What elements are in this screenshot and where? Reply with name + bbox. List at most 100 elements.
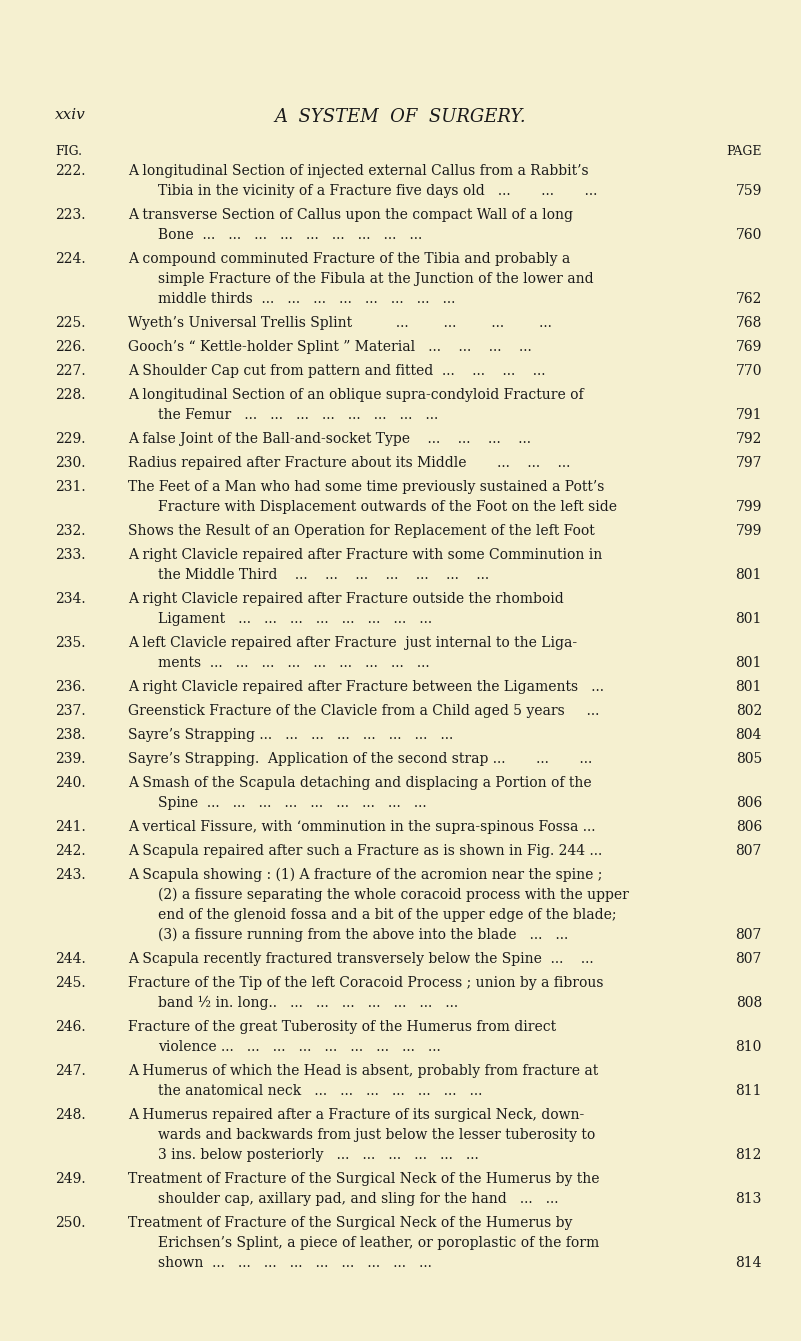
Text: 806: 806 — [736, 819, 762, 834]
Text: 768: 768 — [735, 316, 762, 330]
Text: 230.: 230. — [55, 456, 86, 469]
Text: 762: 762 — [735, 292, 762, 306]
Text: 245.: 245. — [55, 976, 86, 990]
Text: 246.: 246. — [55, 1021, 86, 1034]
Text: 223.: 223. — [55, 208, 86, 223]
Text: 247.: 247. — [55, 1063, 86, 1078]
Text: the Femur   ...   ...   ...   ...   ...   ...   ...   ...: the Femur ... ... ... ... ... ... ... ..… — [158, 408, 438, 422]
Text: violence ...   ...   ...   ...   ...   ...   ...   ...   ...: violence ... ... ... ... ... ... ... ...… — [158, 1041, 441, 1054]
Text: 801: 801 — [735, 611, 762, 626]
Text: 791: 791 — [735, 408, 762, 422]
Text: 805: 805 — [736, 752, 762, 766]
Text: middle thirds  ...   ...   ...   ...   ...   ...   ...   ...: middle thirds ... ... ... ... ... ... ..… — [158, 292, 456, 306]
Text: The Feet of a Man who had some time previously sustained a Pott’s: The Feet of a Man who had some time prev… — [128, 480, 605, 493]
Text: 227.: 227. — [55, 363, 86, 378]
Text: Spine  ...   ...   ...   ...   ...   ...   ...   ...   ...: Spine ... ... ... ... ... ... ... ... ..… — [158, 797, 427, 810]
Text: 234.: 234. — [55, 591, 86, 606]
Text: 244.: 244. — [55, 952, 86, 966]
Text: 799: 799 — [735, 500, 762, 514]
Text: A longitudinal Section of an oblique supra-condyloid Fracture of: A longitudinal Section of an oblique sup… — [128, 388, 584, 402]
Text: 248.: 248. — [55, 1108, 86, 1122]
Text: Fracture of the Tip of the left Coracoid Process ; union by a fibrous: Fracture of the Tip of the left Coracoid… — [128, 976, 603, 990]
Text: 810: 810 — [735, 1041, 762, 1054]
Text: A longitudinal Section of injected external Callus from a Rabbit’s: A longitudinal Section of injected exter… — [128, 164, 589, 178]
Text: 225.: 225. — [55, 316, 86, 330]
Text: A false Joint of the Ball-and-socket Type    ...    ...    ...    ...: A false Joint of the Ball-and-socket Typ… — [128, 432, 531, 447]
Text: FIG.: FIG. — [55, 145, 82, 158]
Text: Greenstick Fracture of the Clavicle from a Child aged 5 years     ...: Greenstick Fracture of the Clavicle from… — [128, 704, 599, 717]
Text: Wyeth’s Universal Trellis Splint          ...        ...        ...        ...: Wyeth’s Universal Trellis Splint ... ...… — [128, 316, 552, 330]
Text: 238.: 238. — [55, 728, 86, 742]
Text: A vertical Fissure, with ‘omminution in the supra-spinous Fossa ...: A vertical Fissure, with ‘omminution in … — [128, 819, 595, 834]
Text: Gooch’s “ Kettle-holder Splint ” Material   ...    ...    ...    ...: Gooch’s “ Kettle-holder Splint ” Materia… — [128, 341, 532, 354]
Text: 806: 806 — [736, 797, 762, 810]
Text: 807: 807 — [735, 952, 762, 966]
Text: 235.: 235. — [55, 636, 86, 650]
Text: 222.: 222. — [55, 164, 86, 178]
Text: A Smash of the Scapula detaching and displacing a Portion of the: A Smash of the Scapula detaching and dis… — [128, 776, 592, 790]
Text: 229.: 229. — [55, 432, 86, 447]
Text: A Scapula recently fractured transversely below the Spine  ...    ...: A Scapula recently fractured transversel… — [128, 952, 594, 966]
Text: 801: 801 — [735, 656, 762, 670]
Text: 243.: 243. — [55, 868, 86, 882]
Text: PAGE: PAGE — [727, 145, 762, 158]
Text: 242.: 242. — [55, 843, 86, 858]
Text: 236.: 236. — [55, 680, 86, 695]
Text: Ligament   ...   ...   ...   ...   ...   ...   ...   ...: Ligament ... ... ... ... ... ... ... ... — [158, 611, 432, 626]
Text: wards and backwards from just below the lesser tuberosity to: wards and backwards from just below the … — [158, 1128, 595, 1143]
Text: 233.: 233. — [55, 548, 86, 562]
Text: 804: 804 — [735, 728, 762, 742]
Text: simple Fracture of the Fibula at the Junction of the lower and: simple Fracture of the Fibula at the Jun… — [158, 272, 594, 286]
Text: end of the glenoid fossa and a bit of the upper edge of the blade;: end of the glenoid fossa and a bit of th… — [158, 908, 617, 923]
Text: Tibia in the vicinity of a Fracture five days old   ...       ...       ...: Tibia in the vicinity of a Fracture five… — [158, 184, 598, 198]
Text: 226.: 226. — [55, 341, 86, 354]
Text: 249.: 249. — [55, 1172, 86, 1185]
Text: ments  ...   ...   ...   ...   ...   ...   ...   ...   ...: ments ... ... ... ... ... ... ... ... ..… — [158, 656, 429, 670]
Text: A  SYSTEM  OF  SURGERY.: A SYSTEM OF SURGERY. — [275, 109, 526, 126]
Text: A Scapula showing : (1) A fracture of the acromion near the spine ;: A Scapula showing : (1) A fracture of th… — [128, 868, 602, 882]
Text: 807: 807 — [735, 928, 762, 941]
Text: 239.: 239. — [55, 752, 86, 766]
Text: 813: 813 — [735, 1192, 762, 1206]
Text: (2) a fissure separating the whole coracoid process with the upper: (2) a fissure separating the whole corac… — [158, 888, 629, 902]
Text: 250.: 250. — [55, 1216, 86, 1230]
Text: 759: 759 — [735, 184, 762, 198]
Text: 811: 811 — [735, 1084, 762, 1098]
Text: Bone  ...   ...   ...   ...   ...   ...   ...   ...   ...: Bone ... ... ... ... ... ... ... ... ... — [158, 228, 422, 241]
Text: Sayre’s Strapping.  Application of the second strap ...       ...       ...: Sayre’s Strapping. Application of the se… — [128, 752, 592, 766]
Text: 792: 792 — [735, 432, 762, 447]
Text: Fracture of the great Tuberosity of the Humerus from direct: Fracture of the great Tuberosity of the … — [128, 1021, 556, 1034]
Text: A Scapula repaired after such a Fracture as is shown in Fig. 244 ...: A Scapula repaired after such a Fracture… — [128, 843, 602, 858]
Text: 231.: 231. — [55, 480, 86, 493]
Text: A transverse Section of Callus upon the compact Wall of a long: A transverse Section of Callus upon the … — [128, 208, 573, 223]
Text: 224.: 224. — [55, 252, 86, 266]
Text: A Shoulder Cap cut from pattern and fitted  ...    ...    ...    ...: A Shoulder Cap cut from pattern and fitt… — [128, 363, 545, 378]
Text: 237.: 237. — [55, 704, 86, 717]
Text: shoulder cap, axillary pad, and sling for the hand   ...   ...: shoulder cap, axillary pad, and sling fo… — [158, 1192, 558, 1206]
Text: Erichsen’s Splint, a piece of leather, or poroplastic of the form: Erichsen’s Splint, a piece of leather, o… — [158, 1236, 599, 1250]
Text: Sayre’s Strapping ...   ...   ...   ...   ...   ...   ...   ...: Sayre’s Strapping ... ... ... ... ... ..… — [128, 728, 453, 742]
Text: xxiv: xxiv — [55, 109, 86, 122]
Text: 801: 801 — [735, 680, 762, 695]
Text: A compound comminuted Fracture of the Tibia and probably a: A compound comminuted Fracture of the Ti… — [128, 252, 570, 266]
Text: the Middle Third    ...    ...    ...    ...    ...    ...    ...: the Middle Third ... ... ... ... ... ...… — [158, 569, 489, 582]
Text: Treatment of Fracture of the Surgical Neck of the Humerus by: Treatment of Fracture of the Surgical Ne… — [128, 1216, 573, 1230]
Text: shown  ...   ...   ...   ...   ...   ...   ...   ...   ...: shown ... ... ... ... ... ... ... ... ..… — [158, 1257, 432, 1270]
Text: 799: 799 — [735, 524, 762, 538]
Text: 3 ins. below posteriorly   ...   ...   ...   ...   ...   ...: 3 ins. below posteriorly ... ... ... ...… — [158, 1148, 479, 1163]
Text: A left Clavicle repaired after Fracture  just internal to the Liga-: A left Clavicle repaired after Fracture … — [128, 636, 578, 650]
Text: (3) a fissure running from the above into the blade   ...   ...: (3) a fissure running from the above int… — [158, 928, 568, 943]
Text: 802: 802 — [736, 704, 762, 717]
Text: 807: 807 — [735, 843, 762, 858]
Text: 797: 797 — [735, 456, 762, 469]
Text: A Humerus repaired after a Fracture of its surgical Neck, down-: A Humerus repaired after a Fracture of i… — [128, 1108, 584, 1122]
Text: 808: 808 — [736, 996, 762, 1010]
Text: A right Clavicle repaired after Fracture between the Ligaments   ...: A right Clavicle repaired after Fracture… — [128, 680, 604, 695]
Text: the anatomical neck   ...   ...   ...   ...   ...   ...   ...: the anatomical neck ... ... ... ... ... … — [158, 1084, 482, 1098]
Text: 814: 814 — [735, 1257, 762, 1270]
Text: A right Clavicle repaired after Fracture with some Comminution in: A right Clavicle repaired after Fracture… — [128, 548, 602, 562]
Text: Fracture with Displacement outwards of the Foot on the left side: Fracture with Displacement outwards of t… — [158, 500, 617, 514]
Text: Shows the Result of an Operation for Replacement of the left Foot: Shows the Result of an Operation for Rep… — [128, 524, 595, 538]
Text: 228.: 228. — [55, 388, 86, 402]
Text: 812: 812 — [735, 1148, 762, 1163]
